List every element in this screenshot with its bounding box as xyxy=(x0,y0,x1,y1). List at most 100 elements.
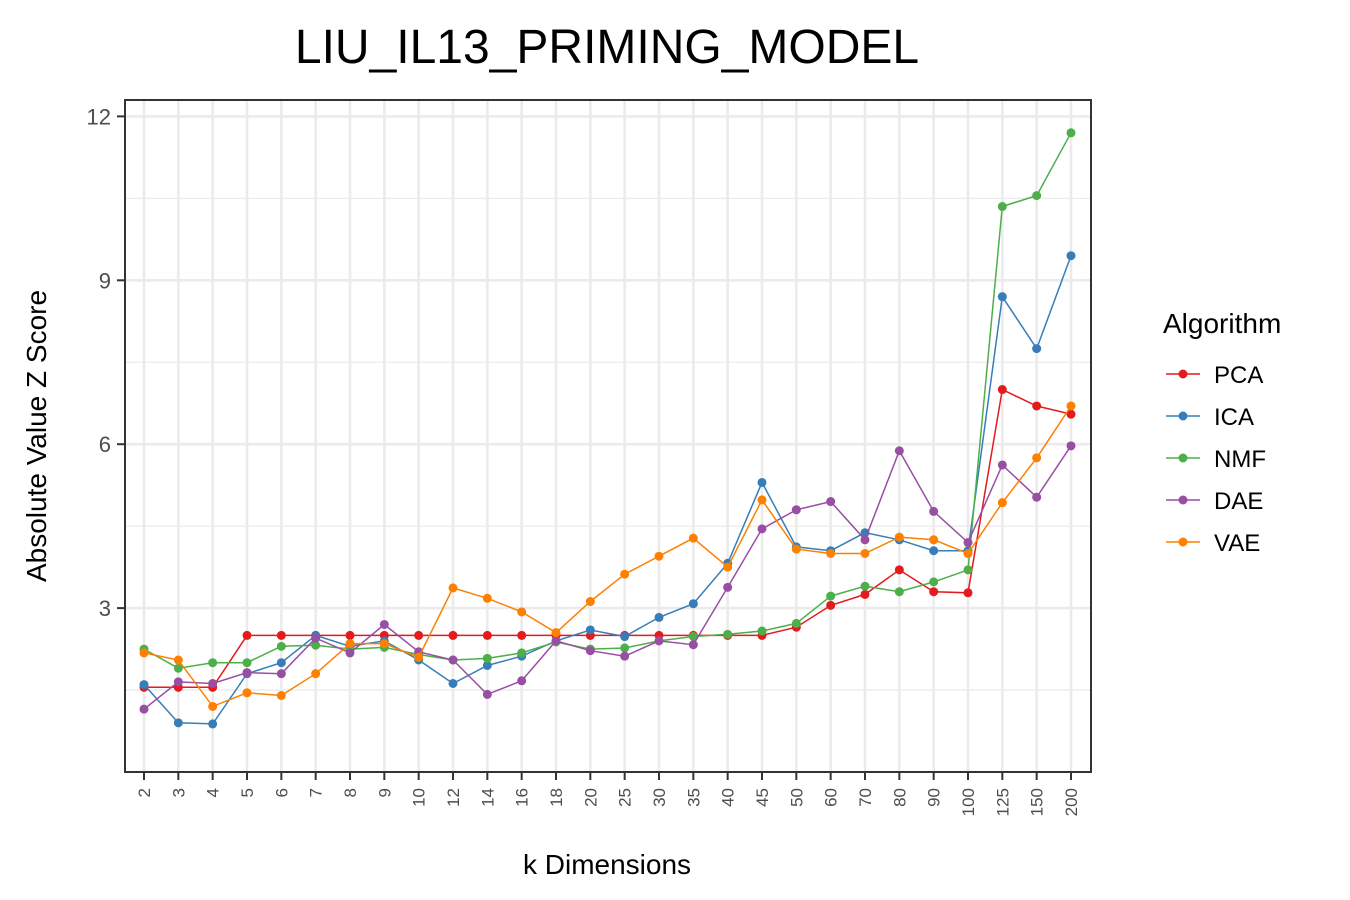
x-tick-label: 2 xyxy=(135,788,154,797)
legend-title: Algorithm xyxy=(1163,308,1281,339)
legend-item-nmf: NMF xyxy=(1166,446,1266,473)
data-point-dae xyxy=(723,582,733,592)
x-tick-label: 80 xyxy=(890,788,909,807)
plot-panel-border xyxy=(124,99,1092,773)
x-tick-label: 40 xyxy=(719,788,738,807)
legend-label: PCA xyxy=(1214,362,1263,389)
data-point-nmf xyxy=(826,591,836,601)
data-point-ica xyxy=(997,292,1007,302)
data-point-nmf xyxy=(242,658,252,668)
x-axis-label: k Dimensions xyxy=(523,849,691,880)
data-point-nmf xyxy=(173,663,183,673)
data-point-vae xyxy=(1032,453,1042,463)
data-point-dae xyxy=(620,651,630,661)
data-point-nmf xyxy=(929,577,939,587)
x-tick-label: 125 xyxy=(993,788,1012,816)
data-point-dae xyxy=(894,446,904,456)
data-point-dae xyxy=(1032,492,1042,502)
data-point-ica xyxy=(688,599,698,609)
data-point-nmf xyxy=(894,587,904,597)
data-point-dae xyxy=(826,497,836,507)
x-tick-label: 20 xyxy=(581,788,600,807)
x-tick-label: 9 xyxy=(375,788,394,797)
data-point-pca xyxy=(826,600,836,610)
data-point-pca xyxy=(997,385,1007,395)
data-point-nmf xyxy=(757,626,767,636)
data-point-vae xyxy=(242,688,252,698)
data-point-pca xyxy=(860,589,870,599)
data-point-dae xyxy=(757,524,767,534)
data-point-vae xyxy=(929,535,939,545)
data-point-dae xyxy=(929,506,939,516)
legend-item-dae: DAE xyxy=(1166,488,1263,515)
data-point-dae xyxy=(276,669,286,679)
data-point-vae xyxy=(414,652,424,662)
data-point-pca xyxy=(1066,409,1076,419)
data-point-vae xyxy=(1066,401,1076,411)
data-point-nmf xyxy=(997,202,1007,212)
data-point-pca xyxy=(414,630,424,640)
data-point-nmf xyxy=(723,629,733,639)
data-point-dae xyxy=(242,668,252,678)
x-tick-label: 14 xyxy=(478,788,497,807)
legend-marker xyxy=(1178,369,1188,379)
x-tick-label: 12 xyxy=(444,788,463,807)
data-point-nmf xyxy=(620,643,630,653)
series-line-nmf xyxy=(143,132,1072,669)
data-point-dae xyxy=(551,636,561,646)
data-point-dae xyxy=(654,636,664,646)
data-point-vae xyxy=(723,562,733,572)
x-tick-label: 16 xyxy=(513,788,532,807)
data-point-ica xyxy=(929,546,939,556)
series-vae xyxy=(139,401,1076,711)
data-point-dae xyxy=(791,505,801,515)
data-point-nmf xyxy=(791,618,801,628)
data-point-nmf xyxy=(860,581,870,591)
series-dae xyxy=(139,441,1076,714)
data-point-vae xyxy=(173,655,183,665)
data-point-ica xyxy=(1066,251,1076,261)
data-point-vae xyxy=(448,583,458,593)
data-point-vae xyxy=(379,639,389,649)
legend-label: NMF xyxy=(1214,446,1266,473)
legend-label: DAE xyxy=(1214,488,1263,515)
data-point-pca xyxy=(1032,401,1042,411)
legend-label: VAE xyxy=(1214,530,1260,557)
x-tick-label: 5 xyxy=(238,788,257,797)
x-tick-label: 3 xyxy=(169,788,188,797)
x-tick-label: 200 xyxy=(1062,788,1081,816)
data-point-nmf xyxy=(1066,128,1076,138)
data-point-pca xyxy=(242,630,252,640)
data-point-nmf xyxy=(1032,191,1042,201)
x-tick-label: 10 xyxy=(410,788,429,807)
data-point-vae xyxy=(345,639,355,649)
data-point-vae xyxy=(276,691,286,701)
data-point-ica xyxy=(757,477,767,487)
data-point-vae xyxy=(585,597,595,607)
data-point-dae xyxy=(997,460,1007,470)
data-point-dae xyxy=(963,538,973,548)
data-point-nmf xyxy=(208,658,218,668)
series-group xyxy=(139,128,1076,729)
x-tick-label: 45 xyxy=(753,788,772,807)
data-point-pca xyxy=(929,587,939,597)
x-tick-label: 35 xyxy=(684,788,703,807)
data-point-vae xyxy=(311,669,321,679)
x-tick-label: 50 xyxy=(787,788,806,807)
x-axis: 2 3 4 5 6 7 8 9 10 12 14 16 18 20 25 30 35 40 45 50 60 70 80 90… xyxy=(135,772,1081,816)
y-tick-label: 9 xyxy=(99,268,111,293)
data-point-nmf xyxy=(517,648,527,658)
data-point-vae xyxy=(517,607,527,617)
data-point-nmf xyxy=(963,565,973,575)
chart-title: LIU_IL13_PRIMING_MODEL xyxy=(295,21,919,74)
x-tick-label: 18 xyxy=(547,788,566,807)
data-point-dae xyxy=(860,535,870,545)
data-point-pca xyxy=(345,630,355,640)
data-point-dae xyxy=(517,676,527,686)
data-point-pca xyxy=(276,630,286,640)
data-point-pca xyxy=(517,630,527,640)
data-point-vae xyxy=(757,495,767,505)
data-point-vae xyxy=(620,569,630,579)
